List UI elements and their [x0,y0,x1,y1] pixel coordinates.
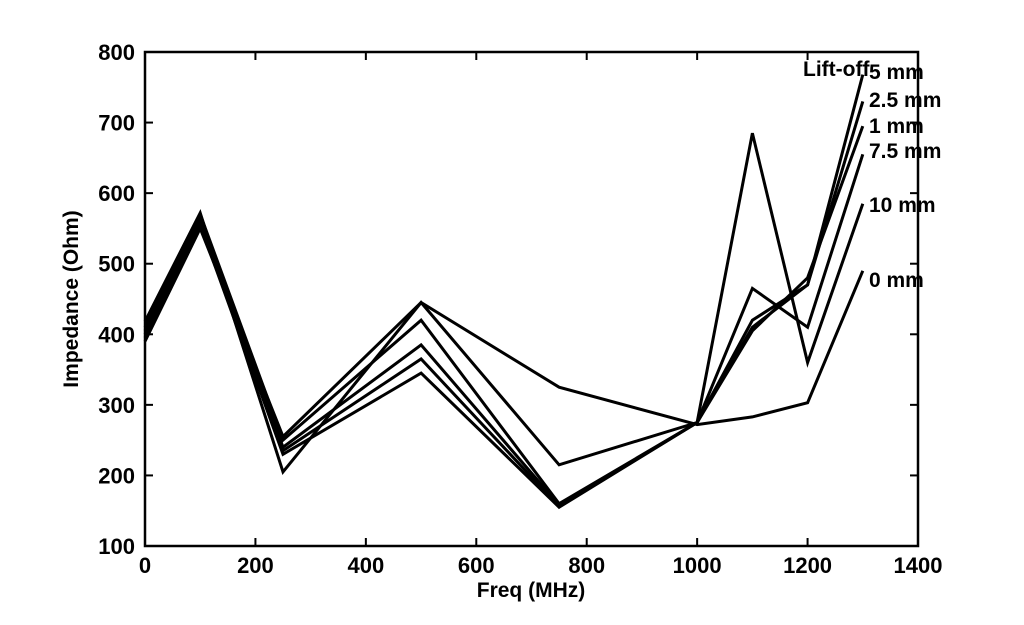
axis-ticks [144,51,919,547]
y-tick-label: 600 [98,181,135,206]
x-tick-label: 1000 [673,553,722,578]
series-lines [143,74,865,510]
x-tick-label: 800 [568,553,605,578]
y-tick-label: 700 [98,111,135,136]
x-tick-label: 1200 [783,553,832,578]
x-tick-label: 400 [347,553,384,578]
series-line-1-mm [143,125,865,510]
x-tick-label: 600 [458,553,495,578]
y-tick-label: 100 [98,534,135,559]
y-tick-label: 800 [98,40,135,65]
series-label: 0 mm [869,269,924,292]
series-line-7-5-mm [143,153,865,506]
series-labels: 5 mm 2.5 mm 1 mm7.5 mm 10 mm 0 mm [869,61,941,292]
plot-frame [143,50,920,548]
series-label: 10 mm [869,194,936,217]
series-line-0-mm [143,224,865,440]
series-line-2-5-mm [143,100,865,509]
x-tick-label: 1400 [894,553,943,578]
series-label: 5 mm [869,61,924,84]
y-tick-label: 500 [98,252,135,277]
series-label: 7.5 mm [869,140,941,163]
y-tick-labels: 100 200 300 400 500 600 700 800 [98,40,135,559]
x-tick-label: 0 [139,553,151,578]
y-tick-label: 400 [98,322,135,347]
x-tick-label: 200 [237,553,274,578]
x-axis-label: Freq (MHz) [477,579,586,602]
y-axis-label: Impedance (Ohm) [60,210,83,387]
y-tick-label: 300 [98,393,135,418]
series-line-10-mm [143,132,865,475]
series-label: 2.5 mm [869,89,941,112]
y-tick-label: 200 [98,463,135,488]
legend-title: Lift-off [803,58,870,81]
x-tick-labels: 0 200 400 600 800 1000 1200 1400 [139,553,943,578]
series-label: 1 mm [869,115,924,138]
